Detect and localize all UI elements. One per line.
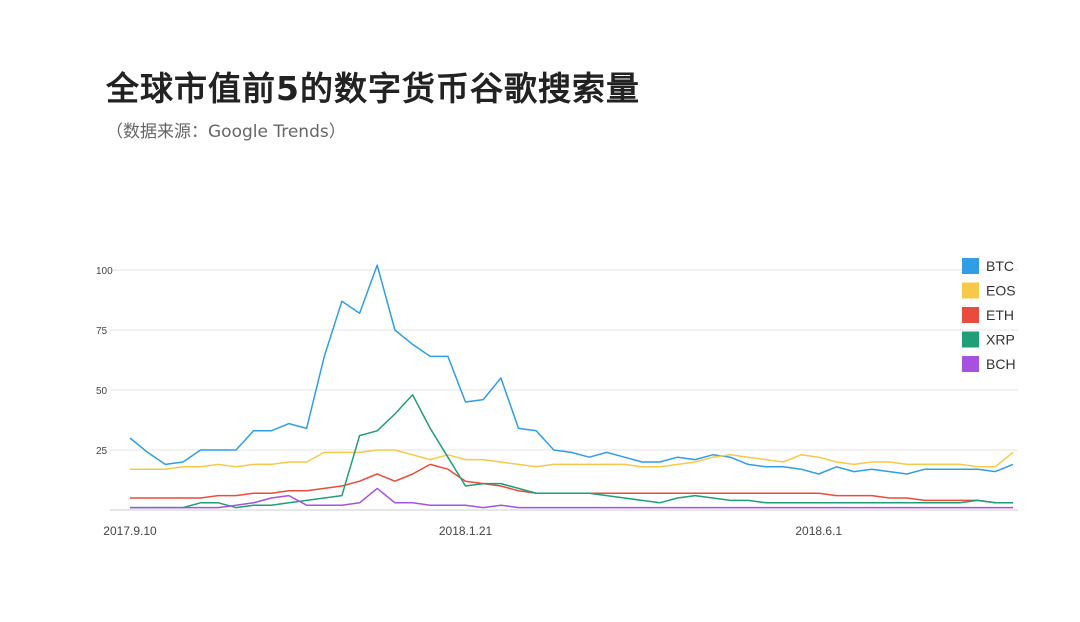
x-tick-label: 2018.1.21: [439, 524, 493, 538]
y-tick-label: 50: [96, 386, 108, 397]
y-tick-label: 75: [96, 326, 108, 337]
legend-swatch-eth: [962, 307, 979, 323]
legend-label-bch: BCH: [986, 356, 1016, 372]
chart-title: 全球市值前5的数字货币谷歌搜索量: [106, 69, 640, 108]
grid-lines: [110, 269, 1018, 511]
legend-swatch-eos: [962, 282, 979, 299]
series-line-btc: [129, 264, 1014, 475]
series-line-xrp: [130, 394, 1013, 509]
legend-label-btc: BTC: [986, 258, 1014, 274]
y-tick-labels: 25 50 75 100: [96, 266, 113, 457]
x-tick-labels: 2017.9.10 2018.1.21 2018.6.1: [103, 524, 842, 538]
legend-swatch-bch: [962, 356, 979, 372]
legend-label-eos: EOS: [986, 283, 1016, 299]
series-line-eos: [130, 449, 1014, 470]
x-tick-label: 2017.9.10: [103, 524, 157, 538]
series-line-bch: [130, 487, 1013, 509]
y-tick-label: 25: [96, 446, 108, 457]
series-lines: [129, 264, 1014, 509]
legend-swatch-btc: [962, 258, 979, 274]
legend-label-eth: ETH: [986, 307, 1014, 323]
chart-subtitle: （数据来源：Google Trends）: [106, 122, 346, 142]
x-tick-label: 2018.6.1: [795, 524, 842, 538]
y-tick-label: 100: [96, 266, 113, 277]
legend-label-xrp: XRP: [986, 332, 1015, 348]
legend-swatch-xrp: [962, 331, 979, 348]
legend: BTC EOS ETH XRP BCH: [962, 258, 1016, 372]
